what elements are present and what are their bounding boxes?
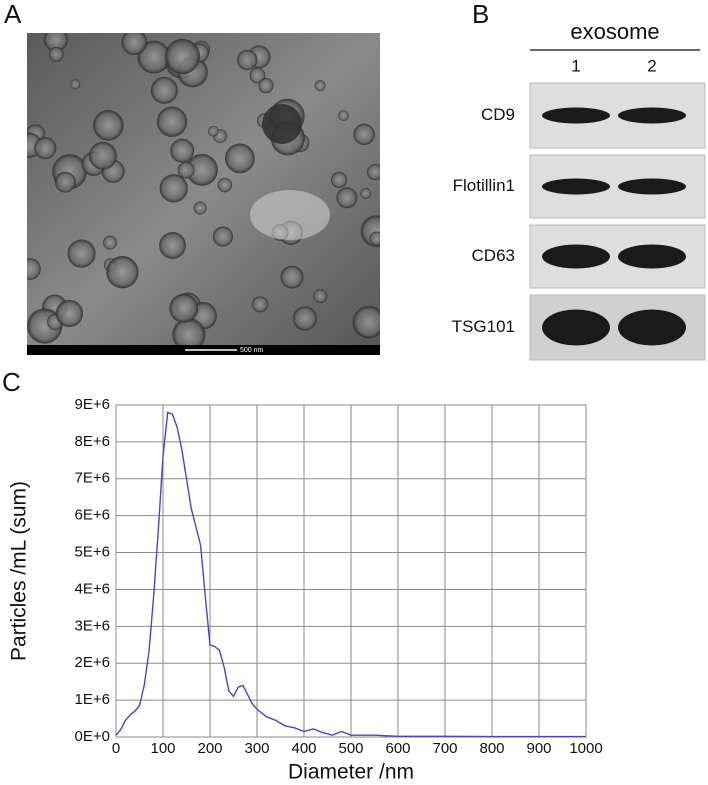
vesicle [43, 33, 68, 52]
vesicle [169, 293, 199, 323]
vesicle [186, 154, 218, 186]
tem-image [27, 33, 380, 355]
lane-label: 2 [647, 56, 656, 75]
vesicle [353, 123, 375, 146]
vesicle [313, 289, 328, 303]
x-tick-label: 400 [291, 740, 316, 757]
vesicle [34, 137, 57, 160]
vesicle [193, 201, 207, 215]
vesicle [159, 174, 188, 203]
vesicle [360, 188, 372, 199]
blot-band [618, 244, 686, 269]
vesicle [252, 296, 269, 313]
panel-label: A [4, 0, 22, 29]
blot-band [618, 107, 686, 124]
vesicle [217, 177, 233, 193]
x-tick-label: 100 [150, 740, 175, 757]
vesicle [258, 77, 274, 94]
blot-band [542, 178, 610, 195]
y-tick-label: 7E+6 [75, 470, 110, 487]
vesicle [55, 299, 84, 328]
x-tick-label: 900 [526, 740, 551, 757]
vesicle [369, 231, 380, 246]
vesicle [121, 33, 148, 56]
bright-area [250, 190, 330, 240]
protein-label: CD9 [481, 105, 515, 124]
blot-band [618, 309, 686, 346]
x-tick-label: 600 [385, 740, 410, 757]
vesicle [237, 49, 258, 71]
vesicle [249, 67, 266, 84]
vesicle [338, 110, 349, 121]
blot-band [618, 178, 686, 195]
lane-label: 1 [571, 56, 580, 75]
x-tick-label: 800 [479, 740, 504, 757]
vesicle [262, 104, 302, 144]
blot-band [542, 244, 610, 269]
x-tick-label: 1000 [569, 740, 602, 757]
x-tick-label: 0 [112, 740, 120, 757]
x-tick-label: 500 [338, 740, 363, 757]
vesicle [156, 106, 188, 137]
x-tick-label: 700 [432, 740, 457, 757]
vesicle [137, 40, 171, 74]
y-tick-label: 6E+6 [75, 507, 110, 524]
protein-label: TSG101 [452, 317, 515, 336]
vesicle [177, 161, 195, 179]
vesicle [207, 125, 219, 137]
vesicle [106, 256, 139, 289]
vesicle [164, 38, 201, 75]
vesicle [366, 164, 380, 181]
vesicle [224, 143, 255, 174]
y-tick-label: 3E+6 [75, 617, 110, 634]
vesicle [48, 46, 64, 62]
vesicle [55, 171, 76, 193]
group-label: exosome [570, 19, 659, 44]
vesicle [170, 138, 195, 163]
panel-label: C [2, 367, 21, 397]
vesicle [280, 265, 304, 289]
vesicle [159, 232, 186, 259]
y-tick-label: 4E+6 [75, 580, 110, 597]
vesicle [336, 187, 358, 209]
vesicle [102, 235, 118, 250]
y-tick-label: 5E+6 [75, 544, 110, 561]
y-tick-label: 1E+6 [75, 691, 110, 708]
vesicle [292, 306, 318, 331]
x-axis-label: Diameter /nm [288, 761, 414, 784]
vesicle [70, 79, 81, 90]
vesicle [150, 76, 178, 104]
y-tick-label: 0E+0 [75, 728, 110, 745]
vesicle [67, 239, 96, 268]
vesicle [27, 258, 41, 280]
vesicle [352, 305, 380, 339]
y-tick-label: 8E+6 [75, 433, 110, 450]
protein-label: CD63 [472, 246, 515, 265]
blot-band [542, 107, 610, 124]
vesicle [93, 110, 124, 141]
vesicle [212, 226, 233, 247]
protein-label: Flotillin1 [453, 176, 515, 195]
vesicle [314, 80, 326, 92]
y-axis-label: Particles /mL (sum) [8, 481, 31, 661]
scale-bar-label: 500 nm [240, 347, 264, 354]
panel-label: B [472, 0, 489, 29]
y-tick-label: 9E+6 [75, 396, 110, 413]
vesicle [172, 318, 206, 352]
vesicle [89, 141, 117, 170]
vesicle [331, 171, 348, 188]
data-line [115, 411, 586, 738]
y-tick-label: 2E+6 [75, 654, 110, 671]
x-tick-label: 300 [244, 740, 269, 757]
x-tick-label: 200 [197, 740, 222, 757]
blot-band [542, 309, 610, 346]
